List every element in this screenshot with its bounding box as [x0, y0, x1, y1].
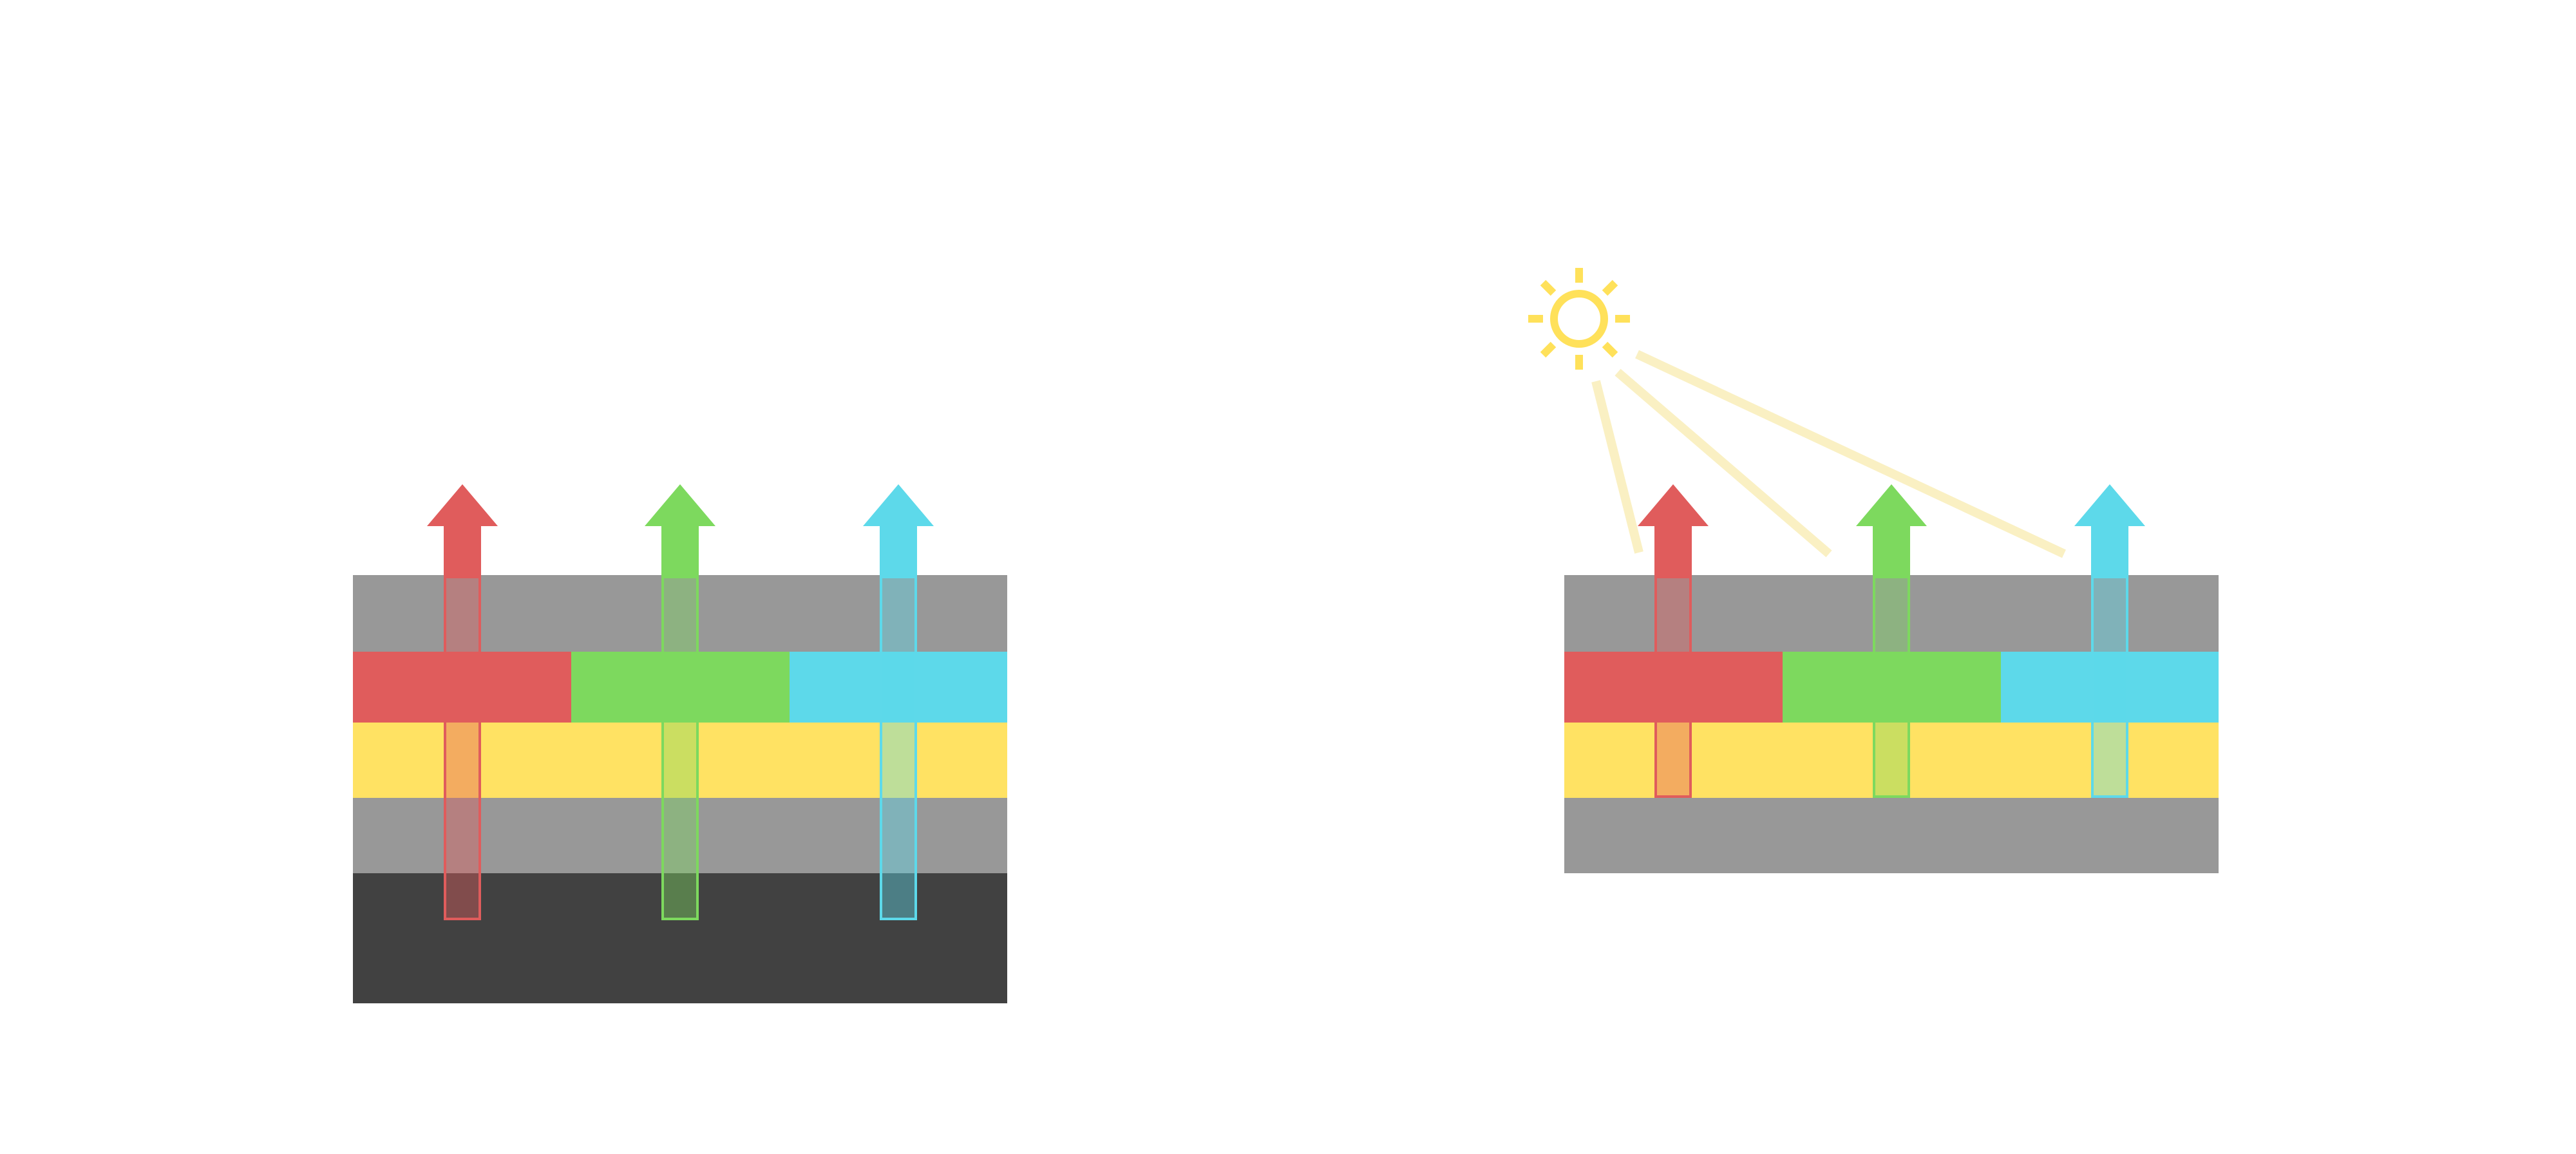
- right-red-arrow-head: [1638, 484, 1709, 578]
- left-dark-base-layer: [353, 873, 1007, 1003]
- left-red-subpixel: [353, 652, 571, 723]
- right-blue-subpixel: [2001, 652, 2219, 723]
- left-red-arrow-head: [427, 484, 498, 578]
- sun-beam-2: [1615, 368, 1832, 558]
- right-green-arrow-shaft: [1873, 576, 1910, 798]
- left-green-subpixel: [571, 652, 790, 723]
- left-blue-arrow-shaft: [880, 576, 917, 920]
- left-yellow-layer: [353, 723, 1007, 798]
- left-lower-gray-layer: [353, 798, 1007, 873]
- left-blue-subpixel: [790, 652, 1007, 723]
- left-green-arrow-head: [645, 484, 715, 578]
- right-yellow-layer: [1564, 723, 2219, 798]
- sun-icon: [1528, 268, 1630, 370]
- left-green-arrow-shaft: [661, 576, 699, 920]
- left-red-light-arrow: [427, 484, 498, 920]
- right-red-light-arrow: [1638, 484, 1709, 798]
- sun-beam-1: [1591, 380, 1643, 554]
- sunlit-stack-diagram: [1528, 268, 2219, 873]
- right-red-arrow-shaft: [1654, 576, 1692, 798]
- sun-tick-nw: [1540, 279, 1557, 296]
- right-green-light-arrow: [1856, 484, 1927, 798]
- sun-tick-ne: [1602, 279, 1618, 296]
- sun-disc: [1550, 290, 1608, 348]
- right-blue-arrow-shaft: [2091, 576, 2128, 798]
- right-green-subpixel: [1783, 652, 2001, 723]
- right-blue-light-arrow: [2074, 484, 2145, 798]
- sun-tick-sw: [1540, 341, 1557, 358]
- right-blue-arrow-head: [2074, 484, 2145, 578]
- left-blue-arrow-head: [863, 484, 934, 578]
- sun-beams: [1591, 350, 2066, 558]
- right-green-arrow-head: [1856, 484, 1927, 578]
- right-bottom-gray-layer: [1564, 798, 2219, 873]
- sun-beam-3: [1635, 350, 2066, 558]
- sun-tick-se: [1602, 341, 1618, 358]
- left-green-light-arrow: [645, 484, 715, 920]
- left-red-arrow-shaft: [444, 576, 481, 920]
- right-red-subpixel: [1564, 652, 1783, 723]
- left-top-gray-layer: [353, 575, 1007, 652]
- right-top-gray-layer: [1564, 575, 2219, 652]
- backlit-stack-diagram: [353, 484, 1007, 1003]
- left-blue-light-arrow: [863, 484, 934, 920]
